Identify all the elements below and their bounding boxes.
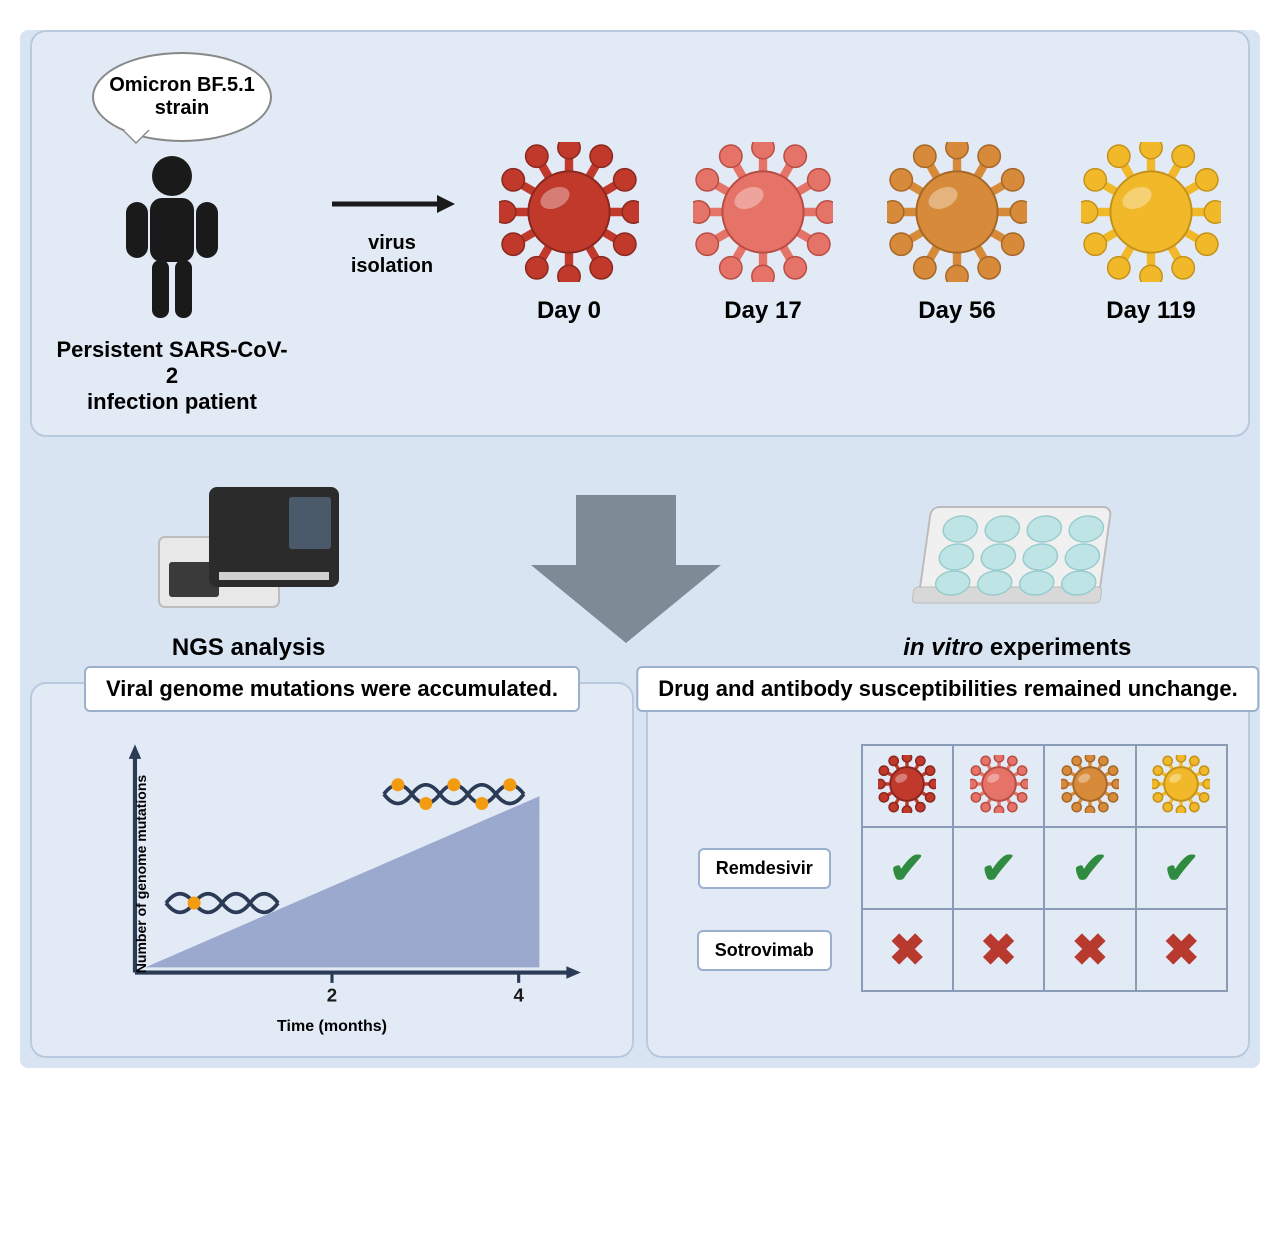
mutations-title: Viral genome mutations were accumulated. [84, 666, 580, 712]
middle-row: NGS analysis in vitro experiments [20, 447, 1260, 682]
cross-cell: ✖ [1044, 909, 1135, 991]
bottom-row: Viral genome mutations were accumulated.… [20, 682, 1260, 1068]
virus-item: Day 17 [693, 142, 833, 325]
drug-title: Drug and antibody susceptibilities remai… [636, 666, 1259, 712]
patient-section: Omicron BF.5.1 strain Persistent SARS-Co… [52, 52, 292, 415]
check-cell: ✔ [1044, 827, 1135, 909]
mutations-panel: Viral genome mutations were accumulated.… [30, 682, 634, 1058]
invitro-item: in vitro experiments [903, 467, 1131, 662]
top-panel: Omicron BF.5.1 strain Persistent SARS-Co… [30, 30, 1250, 437]
table-row: Sotrovimab ✖ ✖ ✖ ✖ [668, 909, 1227, 991]
drug-table: Remdesivir ✔ ✔ ✔ ✔ Sotrovimab ✖ ✖ ✖ ✖ [668, 744, 1228, 992]
virus-header-cell [862, 745, 953, 827]
day-label: Day 17 [693, 297, 833, 325]
svg-text:2: 2 [327, 985, 337, 1006]
x-axis-label: Time (months) [52, 1018, 612, 1036]
cross-cell: ✖ [953, 909, 1044, 991]
cross-icon: ✖ [1163, 926, 1200, 975]
virus-item: Day 56 [887, 142, 1027, 325]
check-icon: ✔ [1163, 844, 1200, 893]
table-row: Remdesivir ✔ ✔ ✔ ✔ [668, 827, 1227, 909]
day-label: Day 119 [1081, 297, 1221, 325]
drug-label: Remdesivir [698, 848, 831, 889]
cross-cell: ✖ [862, 909, 953, 991]
virus-header-cell [1136, 745, 1227, 827]
person-icon [112, 152, 232, 322]
wellplate-icon [907, 467, 1127, 617]
arrow-section: virus isolation [322, 189, 462, 278]
virus-header-cell [953, 745, 1044, 827]
cross-icon: ✖ [980, 926, 1017, 975]
invitro-label: in vitro experiments [903, 634, 1131, 662]
virus-row: Day 0 Day 17 Day 56 Day 119 [492, 142, 1228, 325]
check-cell: ✔ [953, 827, 1044, 909]
bubble-text: Omicron BF.5.1 strain [94, 74, 270, 120]
check-icon: ✔ [889, 844, 926, 893]
svg-text:4: 4 [513, 985, 524, 1006]
day-label: Day 56 [887, 297, 1027, 325]
arrow-label: virus isolation [322, 232, 462, 278]
check-icon: ✔ [1071, 844, 1108, 893]
mutations-chart: Number of genome mutations 2 4 [52, 734, 612, 1014]
y-axis-label: Number of genome mutations [133, 775, 149, 973]
infographic-container: Omicron BF.5.1 strain Persistent SARS-Co… [20, 30, 1260, 1068]
arrow-right-icon [327, 189, 457, 219]
drug-panel: Drug and antibody susceptibilities remai… [646, 682, 1250, 1058]
big-down-arrow-icon [526, 485, 726, 645]
virus-item: Day 0 [499, 142, 639, 325]
drug-label: Sotrovimab [697, 930, 832, 971]
cross-icon: ✖ [889, 926, 926, 975]
virus-item: Day 119 [1081, 142, 1221, 325]
check-cell: ✔ [1136, 827, 1227, 909]
patient-label: Persistent SARS-CoV-2 infection patient [52, 337, 292, 415]
cross-icon: ✖ [1071, 926, 1108, 975]
sequencer-icon [149, 467, 349, 617]
dna-small-icon [166, 894, 278, 913]
cross-cell: ✖ [1136, 909, 1227, 991]
day-label: Day 0 [499, 297, 639, 325]
virus-header-cell [1044, 745, 1135, 827]
table-header-row [668, 745, 1227, 827]
speech-bubble: Omicron BF.5.1 strain [92, 52, 272, 142]
ngs-item: NGS analysis [149, 467, 349, 662]
dna-large-icon [384, 778, 524, 810]
ngs-label: NGS analysis [149, 634, 349, 662]
check-cell: ✔ [862, 827, 953, 909]
check-icon: ✔ [980, 844, 1017, 893]
